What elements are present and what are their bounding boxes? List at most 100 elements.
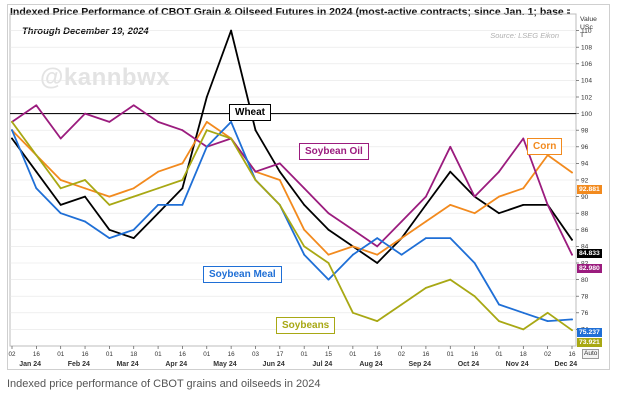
data-point-soybean-meal	[157, 204, 159, 206]
data-point-soybean-oil	[35, 104, 38, 107]
data-point-wheat	[303, 204, 306, 206]
data-point-soybeans	[205, 129, 208, 132]
y-tick-label: 110	[581, 28, 592, 35]
x-day-tick-label: 16	[82, 351, 90, 358]
data-point-corn	[181, 162, 184, 165]
data-point-corn	[473, 212, 476, 215]
y-tick-label: 80	[581, 277, 589, 284]
data-point-wheat	[157, 212, 159, 215]
data-point-corn	[303, 228, 306, 231]
x-day-tick-label: 16	[471, 351, 479, 358]
data-point-soybeans	[546, 311, 549, 314]
x-day-tick-label: 01	[203, 351, 211, 358]
data-point-soybean-meal	[230, 121, 233, 123]
series-line-soybean-meal	[11, 121, 573, 323]
x-day-tick-label: 15	[325, 351, 333, 358]
data-point-soybean-oil	[376, 245, 379, 248]
y-tick-label: 78	[581, 294, 589, 301]
auto-scale-button[interactable]: Auto	[582, 349, 600, 359]
x-month-label: Oct 24	[458, 361, 480, 368]
data-point-soybean-meal	[327, 278, 330, 281]
data-point-soybean-oil	[473, 195, 476, 198]
data-point-soybean-oil	[84, 112, 86, 115]
data-point-wheat	[571, 238, 573, 241]
data-point-soybean-meal	[400, 253, 403, 256]
data-point-soybean-oil	[351, 228, 354, 231]
data-point-soybean-meal	[473, 262, 476, 264]
data-point-wheat	[132, 237, 135, 240]
x-day-tick-label: 02	[398, 351, 406, 358]
data-point-soybeans	[254, 179, 257, 181]
data-point-soybeans	[230, 137, 233, 140]
y-tick-label: 76	[581, 310, 589, 317]
data-point-soybeans	[351, 311, 354, 314]
data-point-wheat	[84, 195, 86, 198]
x-day-tick-label: 01	[349, 351, 357, 358]
x-day-tick-label: 16	[228, 351, 236, 358]
data-point-wheat	[278, 170, 281, 173]
data-point-soybean-oil	[278, 162, 281, 165]
data-point-soybeans	[59, 187, 62, 190]
data-point-soybean-oil	[303, 187, 306, 190]
data-point-soybeans	[278, 204, 281, 206]
data-point-soybean-meal	[351, 253, 354, 256]
x-day-tick-label: 01	[301, 351, 309, 358]
last-value-tag-soybeans: 73.921	[577, 338, 602, 347]
data-point-soybeans	[473, 295, 476, 298]
data-point-corn	[59, 179, 62, 181]
x-month-label: Jul 24	[312, 361, 332, 368]
data-point-corn	[205, 121, 208, 123]
data-point-corn	[498, 195, 500, 198]
data-point-corn	[571, 171, 573, 174]
data-point-soybeans	[571, 329, 573, 332]
series-line-corn	[11, 121, 573, 256]
x-day-tick-label: 01	[447, 351, 455, 358]
last-value-tag-soybean-oil: 82.980	[577, 264, 602, 273]
y-axis-unit-line: Value	[580, 16, 597, 23]
x-month-label: Jun 24	[263, 361, 285, 368]
data-point-soybeans	[181, 179, 184, 181]
data-point-corn	[449, 204, 452, 206]
x-day-tick-label: 02	[8, 351, 16, 358]
data-point-soybeans	[35, 154, 38, 157]
x-day-tick-label: 16	[422, 351, 430, 358]
data-point-soybeans	[376, 320, 379, 322]
data-point-soybean-oil	[108, 121, 111, 123]
y-tick-label: 84	[581, 244, 589, 251]
data-point-soybean-oil	[498, 170, 500, 173]
x-day-tick-label: 18	[520, 351, 528, 358]
data-point-soybean-oil	[181, 129, 184, 132]
data-point-wheat	[230, 29, 233, 32]
x-day-tick-label: 17	[276, 351, 284, 358]
data-point-soybean-meal	[84, 220, 86, 223]
x-day-tick-label: 16	[568, 351, 576, 358]
chart-subtitle: Through December 19, 2024	[22, 26, 149, 37]
data-point-soybean-oil	[546, 204, 549, 206]
data-point-soybeans	[11, 121, 13, 123]
data-point-soybean-meal	[571, 318, 573, 321]
data-point-wheat	[59, 204, 62, 206]
y-tick-label: 92	[581, 177, 589, 184]
annotation-corn: Corn	[527, 138, 563, 155]
data-point-wheat	[449, 170, 452, 173]
data-point-wheat	[376, 262, 379, 264]
data-point-soybean-oil	[449, 145, 452, 148]
data-point-corn	[108, 195, 111, 198]
x-day-tick-label: 03	[252, 351, 260, 358]
data-point-soybean-oil	[327, 212, 330, 215]
data-point-soybeans	[400, 303, 403, 306]
data-point-corn	[400, 237, 403, 240]
data-point-corn	[425, 220, 427, 223]
y-tick-label: 94	[581, 161, 589, 168]
last-value-tag-wheat: 84.833	[577, 249, 602, 258]
y-axis-unit: Value USc T	[580, 16, 597, 40]
series-line-wheat	[11, 29, 573, 264]
x-day-tick-label: 02	[544, 351, 552, 358]
data-point-soybeans	[498, 320, 500, 322]
annotation-soybean-meal: Soybean Meal	[203, 266, 282, 283]
data-point-soybeans	[425, 287, 427, 289]
annotation-soybeans: Soybeans	[276, 317, 336, 334]
data-point-soybean-oil	[132, 104, 135, 107]
data-point-soybean-oil	[59, 137, 62, 140]
